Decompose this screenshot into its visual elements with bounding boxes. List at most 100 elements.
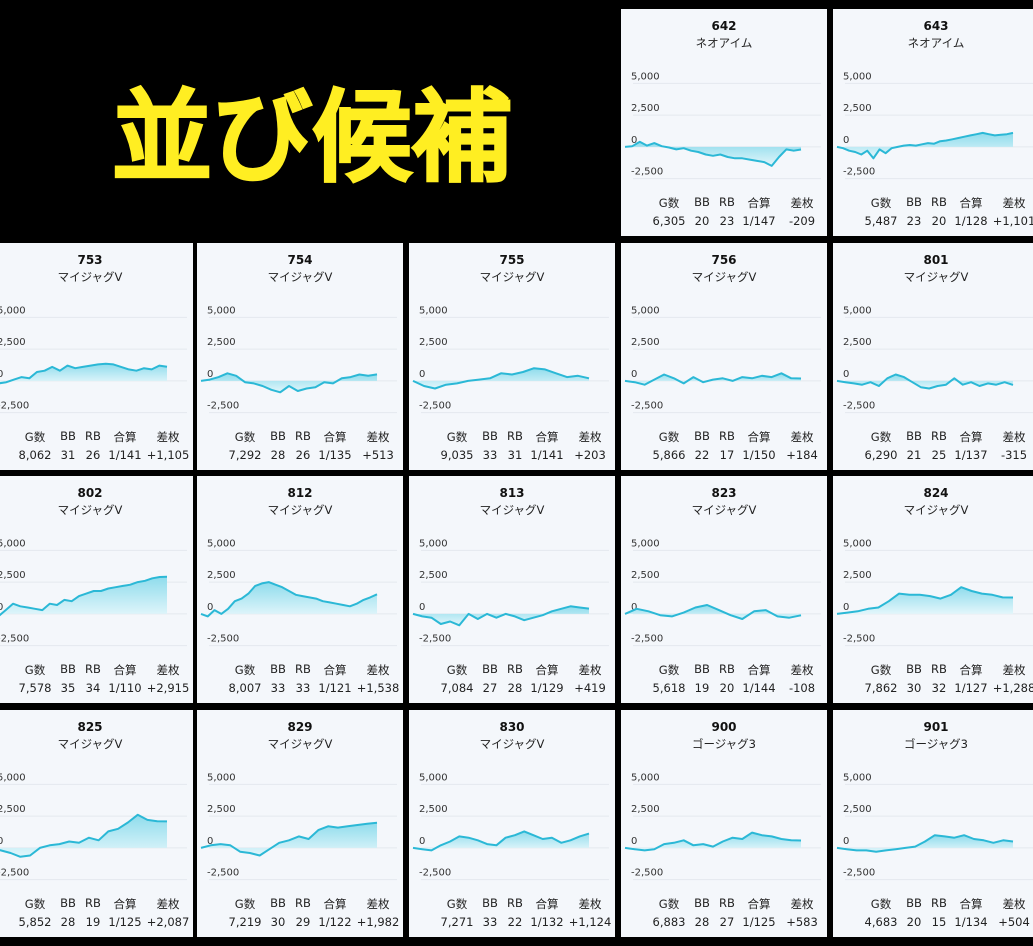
machine-card[interactable]: 901 ゴージャグ3 5,000 2,500 0 -2,500 G数 4,683 BB 20 RB 1… <box>833 710 1033 937</box>
stat-value: +203 <box>574 448 606 462</box>
machine-model: マイジャグV <box>903 503 969 517</box>
slump-chart: 5,000 2,500 0 -2,500 <box>200 772 397 881</box>
stats-table: G数 5,487 BB 23 RB 20 合算 1/128 差枚 +1,101 <box>833 195 1033 235</box>
stat-header: 合算 <box>747 897 771 911</box>
stat-value: 23 <box>906 214 922 228</box>
stat-value: +504 <box>998 915 1030 929</box>
stat-value: -315 <box>1000 448 1028 462</box>
machine-model: マイジャグV <box>479 503 545 517</box>
stat-value: 5,852 <box>18 915 52 929</box>
slump-line <box>200 821 378 857</box>
stats-table: G数 6,883 BB 28 RB 27 合算 1/125 差枚 +583 <box>621 896 827 936</box>
machine-card[interactable]: 801 マイジャグV 5,000 2,500 0 -2,500 G数 6,290 BB 21 RB 2… <box>833 243 1033 470</box>
stat-value: 33 <box>482 448 498 462</box>
stat-value: 33 <box>270 681 286 695</box>
machine-number: 755 <box>499 253 525 267</box>
machine-model: ネオアイム <box>695 36 753 50</box>
stat-value: 28 <box>507 681 523 695</box>
stat-value: 1/129 <box>530 681 564 695</box>
stat-value: 20 <box>719 681 735 695</box>
stat-header: 差枚 <box>790 897 814 911</box>
machine-model: マイジャグV <box>57 503 123 517</box>
stat-value: 5,618 <box>652 681 686 695</box>
stat-header: 合算 <box>747 663 771 677</box>
y-tick-label: 2,500 <box>631 570 660 581</box>
machine-card[interactable]: 812 マイジャグV 5,000 2,500 0 -2,500 G数 8,007 BB 33 RB 3… <box>197 476 403 703</box>
stats-table: G数 8,007 BB 33 RB 33 合算 1/121 差枚 +1,538 <box>197 662 403 702</box>
stat-header: 差枚 <box>1002 663 1026 677</box>
stat-header: G数 <box>658 663 680 677</box>
y-tick-label: 5,000 <box>207 538 236 549</box>
y-tick-label: 5,000 <box>631 305 660 316</box>
machine-number: 802 <box>77 486 103 500</box>
machine-card[interactable]: 823 マイジャグV 5,000 2,500 0 -2,500 G数 5,618 BB 19 RB 2… <box>621 476 827 703</box>
machine-card[interactable]: 643 ネオアイム 5,000 2,500 0 -2,500 G数 5,487 BB 23 RB 20… <box>833 9 1033 236</box>
machine-number: 823 <box>711 486 737 500</box>
slump-area <box>413 368 589 389</box>
machine-card[interactable]: 829 マイジャグV 5,000 2,500 0 -2,500 G数 7,219 BB 30 RB 2… <box>197 710 403 937</box>
y-tick-label: 5,000 <box>843 772 872 783</box>
machine-card[interactable]: 753 マイジャグV 5,000 2,500 0 -2,500 G数 8,062 BB 31 RB 2… <box>0 243 193 470</box>
stat-header: 合算 <box>113 430 137 444</box>
machine-card[interactable]: 830 マイジャグV 5,000 2,500 0 -2,500 G数 7,271 BB 33 RB 2… <box>409 710 615 937</box>
machine-model: マイジャグV <box>479 270 545 284</box>
y-tick-label: 5,000 <box>207 305 236 316</box>
y-tick-label: 0 <box>843 369 849 380</box>
stat-header: 差枚 <box>1002 897 1026 911</box>
y-tick-label: 5,000 <box>0 538 26 549</box>
machine-card[interactable]: 756 マイジャグV 5,000 2,500 0 -2,500 G数 5,866 BB 22 RB 1… <box>621 243 827 470</box>
stat-header: BB <box>270 896 286 910</box>
machine-card[interactable]: 754 マイジャグV 5,000 2,500 0 -2,500 G数 7,292 BB 28 RB 2… <box>197 243 403 470</box>
stat-header: 差枚 <box>790 430 814 444</box>
stat-value: 1/150 <box>742 448 776 462</box>
stat-header: G数 <box>446 663 468 677</box>
stat-value: 19 <box>694 681 710 695</box>
stat-value: 20 <box>931 214 947 228</box>
y-tick-label: -2,500 <box>631 634 663 645</box>
stat-value: 26 <box>295 448 311 462</box>
slump-chart: 5,000 2,500 0 -2,500 <box>0 772 187 881</box>
stat-header: 合算 <box>747 430 771 444</box>
stat-header: BB <box>694 662 710 676</box>
stat-value: +1,101 <box>992 214 1033 228</box>
y-tick-label: -2,500 <box>419 868 451 879</box>
stat-header: RB <box>719 195 735 209</box>
machine-card[interactable]: 755 マイジャグV 5,000 2,500 0 -2,500 G数 9,035 BB 33 RB 3… <box>409 243 615 470</box>
stat-value: 20 <box>906 915 922 929</box>
stat-header: RB <box>931 195 947 209</box>
machine-card[interactable]: 824 マイジャグV 5,000 2,500 0 -2,500 G数 7,862 BB 30 RB 3… <box>833 476 1033 703</box>
stat-header: G数 <box>870 897 892 911</box>
stat-value: 15 <box>931 915 947 929</box>
stat-header: 差枚 <box>1002 196 1026 210</box>
machine-number: 754 <box>287 253 313 267</box>
y-tick-label: 0 <box>207 602 213 613</box>
machine-number: 830 <box>499 720 525 734</box>
stat-value: 33 <box>482 915 498 929</box>
slump-line <box>0 575 168 617</box>
stat-header: 差枚 <box>366 897 390 911</box>
stat-value: 7,862 <box>864 681 898 695</box>
y-tick-label: 0 <box>843 135 849 146</box>
y-tick-label: 2,500 <box>0 337 26 348</box>
machine-card[interactable]: 802 マイジャグV 5,000 2,500 0 -2,500 G数 7,578 BB 35 RB 3… <box>0 476 193 703</box>
machine-card[interactable]: 642 ネオアイム 5,000 2,500 0 -2,500 G数 6,305 BB 20 RB 23… <box>621 9 827 236</box>
machine-card[interactable]: 900 ゴージャグ3 5,000 2,500 0 -2,500 G数 6,883 BB 28 RB 2… <box>621 710 827 937</box>
stat-header: G数 <box>234 663 256 677</box>
y-tick-label: -2,500 <box>207 868 239 879</box>
stat-value: 20 <box>694 214 710 228</box>
machine-number: 756 <box>711 253 737 267</box>
stat-value: 8,007 <box>228 681 262 695</box>
y-tick-label: -2,500 <box>419 401 451 412</box>
stat-header: G数 <box>234 430 256 444</box>
y-tick-label: 5,000 <box>843 71 872 82</box>
stat-header: RB <box>85 896 101 910</box>
stat-header: BB <box>482 896 498 910</box>
stat-header: G数 <box>446 897 468 911</box>
y-tick-label: 0 <box>207 369 213 380</box>
machine-card[interactable]: 813 マイジャグV 5,000 2,500 0 -2,500 G数 7,084 BB 27 RB 2… <box>409 476 615 703</box>
stat-value: +2,915 <box>146 681 190 695</box>
y-tick-label: 0 <box>631 369 637 380</box>
stat-value: 4,683 <box>864 915 898 929</box>
y-tick-label: 2,500 <box>0 804 26 815</box>
machine-card[interactable]: 825 マイジャグV 5,000 2,500 0 -2,500 G数 5,852 BB 28 RB 1… <box>0 710 193 937</box>
